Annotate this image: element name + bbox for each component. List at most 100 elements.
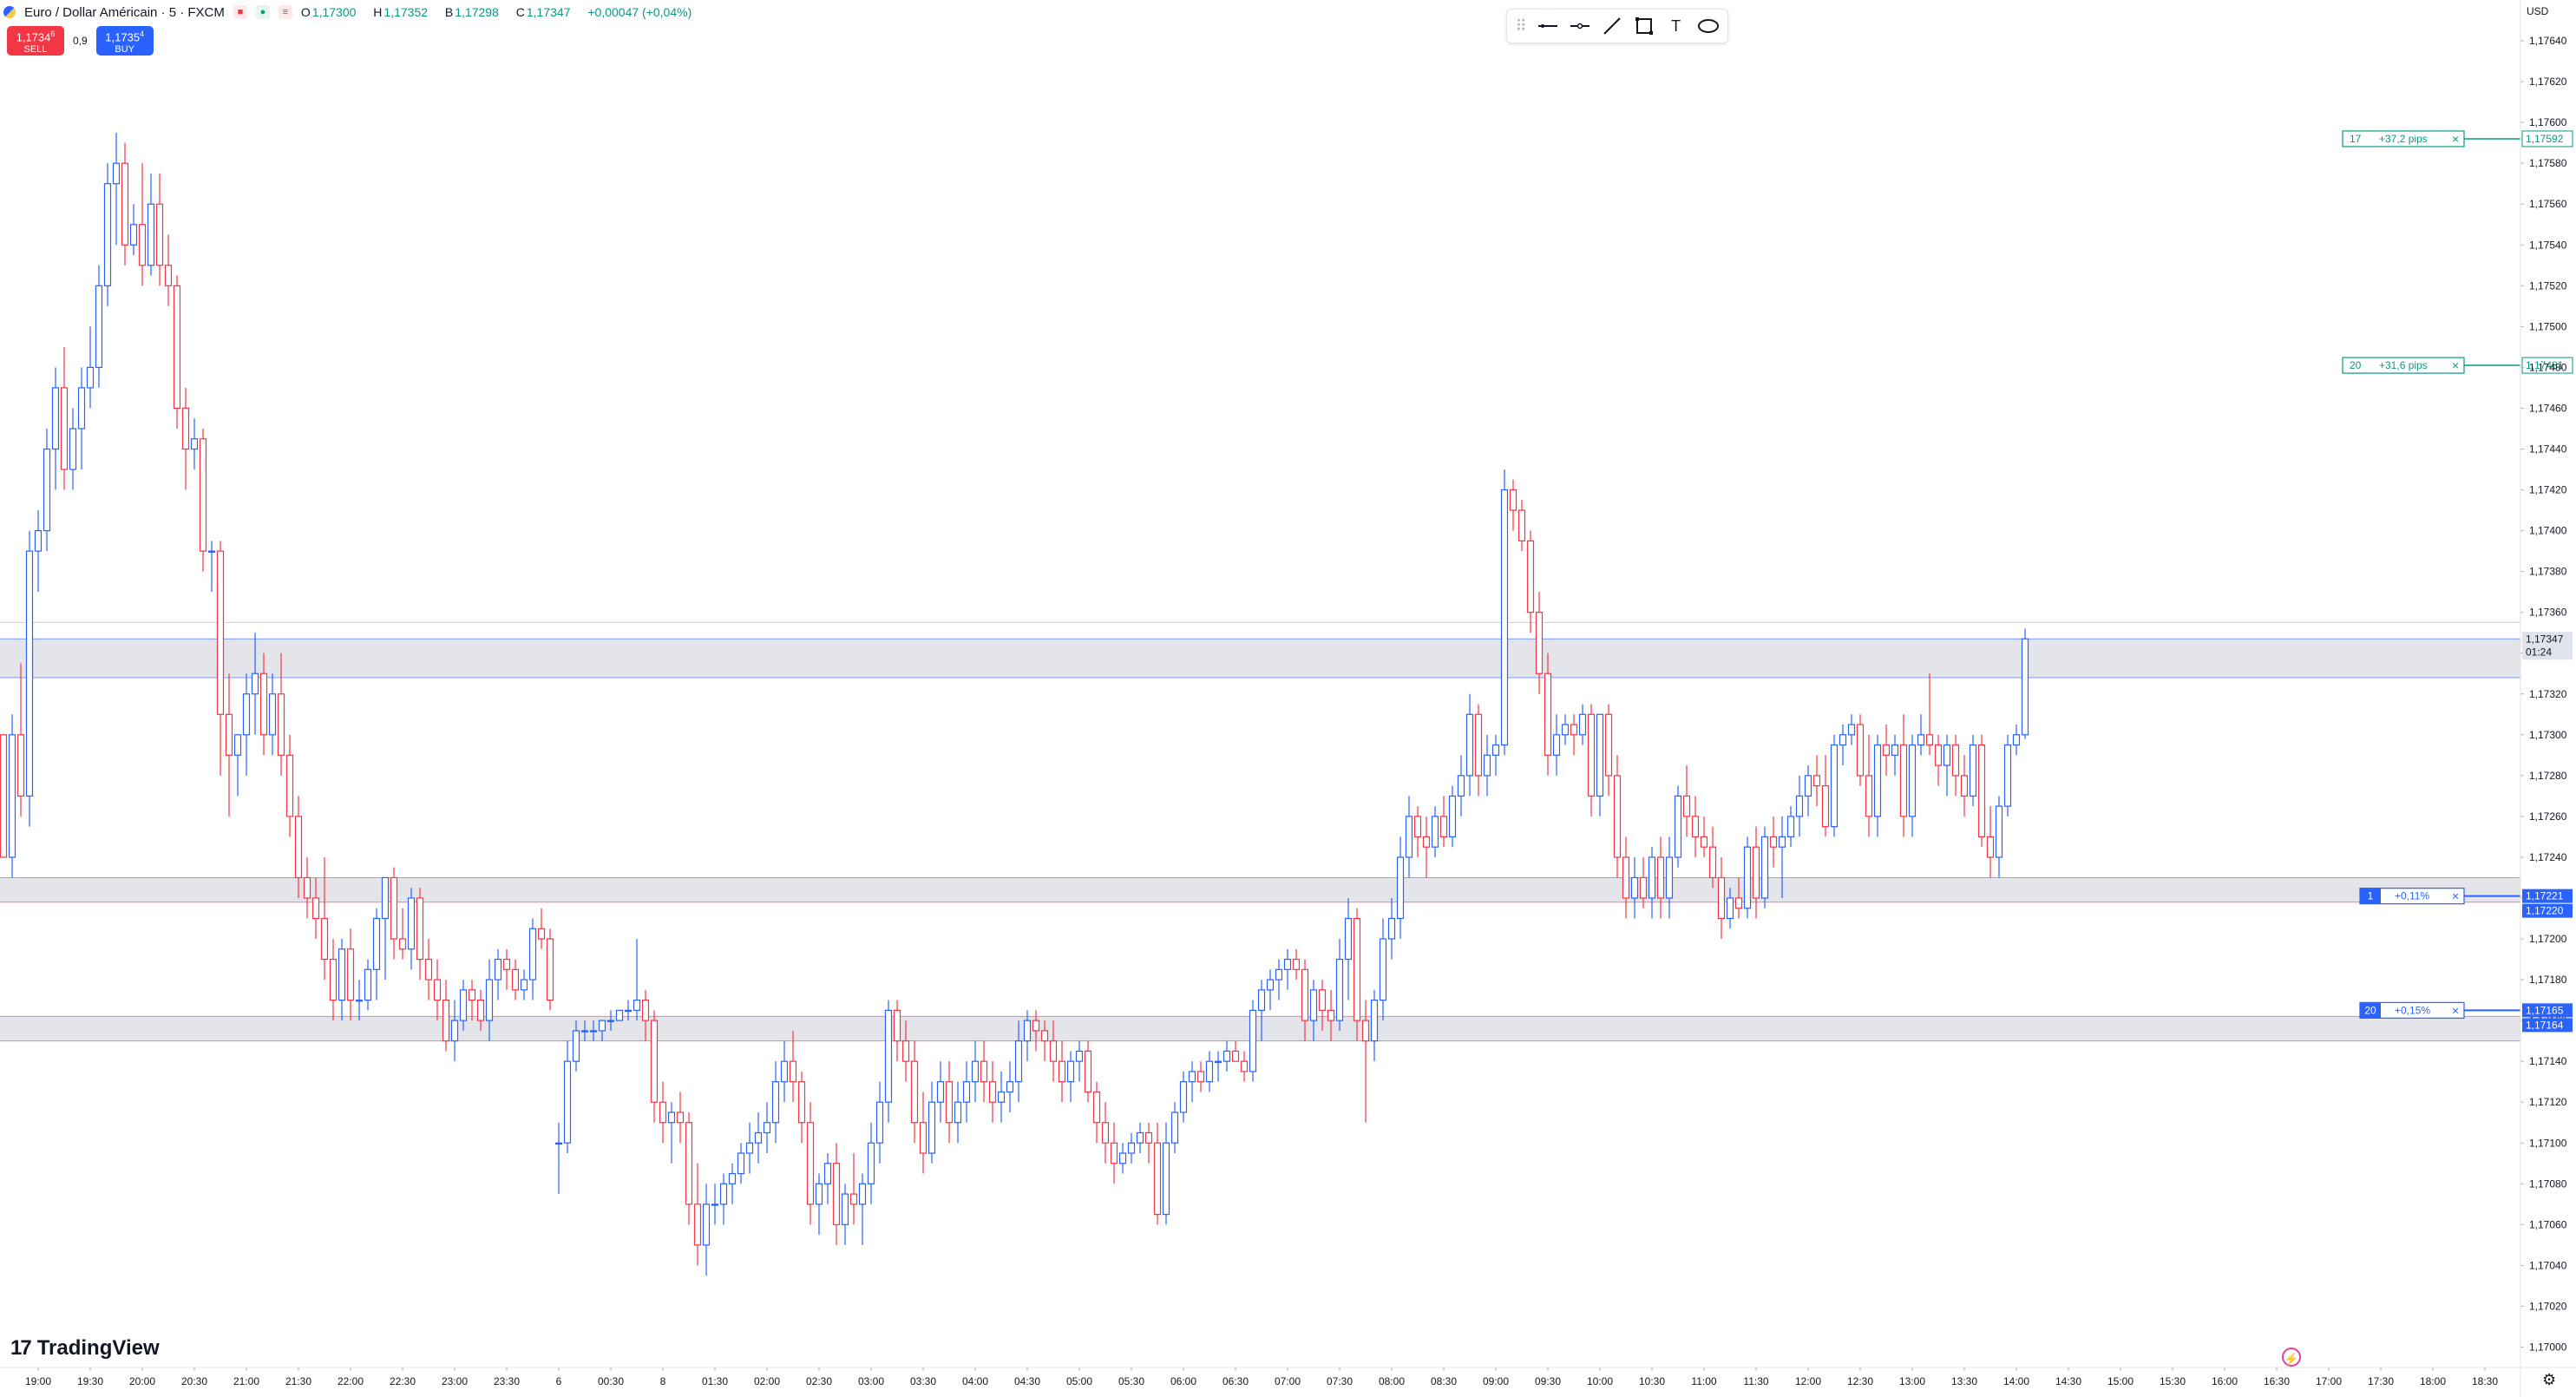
candle-body bbox=[1882, 744, 1891, 756]
market-closed-badge-icon[interactable]: ■ bbox=[233, 5, 247, 19]
candle bbox=[216, 541, 225, 776]
data-menu-icon[interactable]: ≡ bbox=[278, 5, 292, 19]
rectangle-icon[interactable] bbox=[1631, 12, 1656, 40]
candle bbox=[0, 734, 8, 858]
candle-body bbox=[1283, 958, 1292, 970]
candle-body bbox=[667, 1112, 676, 1124]
ellipse-icon[interactable] bbox=[1695, 12, 1721, 40]
candle-body bbox=[919, 1122, 927, 1154]
candle-body bbox=[112, 162, 121, 185]
close-icon: × bbox=[2452, 1003, 2459, 1017]
candle-body bbox=[641, 999, 650, 1021]
x-tick-label: 00:30 bbox=[598, 1375, 624, 1387]
candle bbox=[1283, 948, 1292, 990]
gear-icon[interactable]: ⚙ bbox=[2542, 1371, 2557, 1388]
buy-button[interactable]: 1,17354 BUY bbox=[95, 26, 154, 56]
candle-body bbox=[1249, 1009, 1257, 1072]
candle-body bbox=[1925, 734, 1934, 746]
candle bbox=[832, 1143, 841, 1245]
y-tick-label: 1,17140 bbox=[2529, 1055, 2567, 1067]
x-tick-label: 06:30 bbox=[1222, 1375, 1249, 1387]
candle bbox=[476, 989, 485, 1031]
candle bbox=[138, 163, 147, 286]
candle-body bbox=[1422, 836, 1431, 848]
candle-body bbox=[1613, 775, 1622, 858]
trend-line-icon[interactable] bbox=[1599, 12, 1624, 40]
candle-body bbox=[1700, 836, 1708, 848]
candle bbox=[893, 1000, 901, 1062]
candle bbox=[1101, 1102, 1110, 1164]
candle bbox=[1023, 1010, 1032, 1062]
candle-body bbox=[537, 928, 546, 940]
candle-body bbox=[988, 1081, 997, 1103]
candle-body bbox=[2003, 744, 2012, 807]
y-tick-label: 1,17020 bbox=[2529, 1300, 2567, 1312]
price-tag bbox=[2522, 1003, 2573, 1018]
candle bbox=[1708, 826, 1717, 889]
candle-body bbox=[173, 285, 181, 410]
candle bbox=[1431, 806, 1439, 857]
horizontal-ray-icon[interactable] bbox=[1567, 12, 1592, 40]
candle bbox=[1552, 714, 1561, 776]
candle-body bbox=[2021, 638, 2029, 736]
candle-body bbox=[1413, 816, 1422, 838]
candle-body bbox=[780, 1060, 789, 1083]
candle bbox=[1804, 765, 1812, 817]
candle-body bbox=[1127, 1142, 1136, 1154]
candle-body bbox=[589, 1030, 598, 1033]
grip-icon[interactable]: ⠿ bbox=[1515, 16, 1527, 35]
candle bbox=[927, 1081, 936, 1164]
price-tag bbox=[2522, 1018, 2573, 1033]
lightning-icon[interactable]: ⚡ bbox=[2282, 1348, 2301, 1367]
y-tick-label: 1,17540 bbox=[2529, 239, 2567, 251]
text-icon[interactable]: T bbox=[1671, 16, 1681, 35]
candle-body bbox=[450, 1020, 459, 1042]
candle bbox=[1839, 725, 1847, 766]
candle-body bbox=[1674, 795, 1682, 858]
zone-rect bbox=[0, 1016, 2520, 1041]
candle-body bbox=[806, 1122, 815, 1205]
status-dot-icon[interactable]: ● bbox=[255, 5, 270, 19]
candle bbox=[1596, 713, 1604, 817]
y-tick-label: 1,17440 bbox=[2529, 443, 2567, 455]
candle bbox=[1847, 714, 1856, 745]
candle bbox=[1613, 755, 1622, 878]
price-tag-label: 1,17164 bbox=[2526, 1019, 2564, 1031]
tp-box bbox=[2342, 130, 2465, 148]
candle-body bbox=[1752, 846, 1760, 899]
candle bbox=[1327, 989, 1335, 1041]
candle bbox=[1899, 714, 1908, 837]
lines-layer: 17 +37,2 pips × 1,17592 20 +31,6 pips × 1,17481… bbox=[2342, 130, 2573, 1019]
candle bbox=[1578, 704, 1587, 745]
candle-body bbox=[216, 550, 225, 715]
price-tag-label: 1,17165 bbox=[2526, 1004, 2564, 1016]
candle bbox=[858, 1173, 867, 1245]
trade-panel: 1,17346 SELL 0,9 1,17354 BUY bbox=[7, 26, 154, 56]
candle bbox=[346, 928, 355, 1021]
candle bbox=[1249, 1000, 1257, 1082]
x-tick-label: 21:00 bbox=[233, 1375, 259, 1387]
candles-layer bbox=[0, 132, 2029, 1276]
candle-body bbox=[633, 999, 641, 1011]
candle-body bbox=[1500, 489, 1509, 746]
candle bbox=[1118, 1143, 1127, 1174]
candle-body bbox=[1743, 846, 1752, 909]
candle bbox=[875, 1081, 884, 1164]
candle bbox=[34, 510, 43, 593]
price-tag bbox=[2522, 903, 2573, 918]
candle bbox=[199, 428, 207, 572]
horizontal-line-icon[interactable] bbox=[1535, 12, 1560, 40]
candle bbox=[416, 888, 424, 981]
candle-body bbox=[1891, 744, 1899, 756]
symbol-title[interactable]: Euro / Dollar Américain · 5 · FXCM bbox=[24, 4, 225, 20]
candle-body bbox=[147, 203, 155, 266]
sell-button[interactable]: 1,17346 SELL bbox=[7, 26, 64, 56]
candle-body bbox=[1561, 724, 1570, 736]
candle-body bbox=[771, 1081, 780, 1124]
candle bbox=[537, 908, 546, 949]
currency-label[interactable]: USD bbox=[2527, 5, 2549, 17]
candle-body bbox=[520, 979, 528, 991]
candle-body bbox=[1188, 1071, 1196, 1083]
tradingview-logo[interactable]: 17 TradingView bbox=[10, 1336, 160, 1360]
